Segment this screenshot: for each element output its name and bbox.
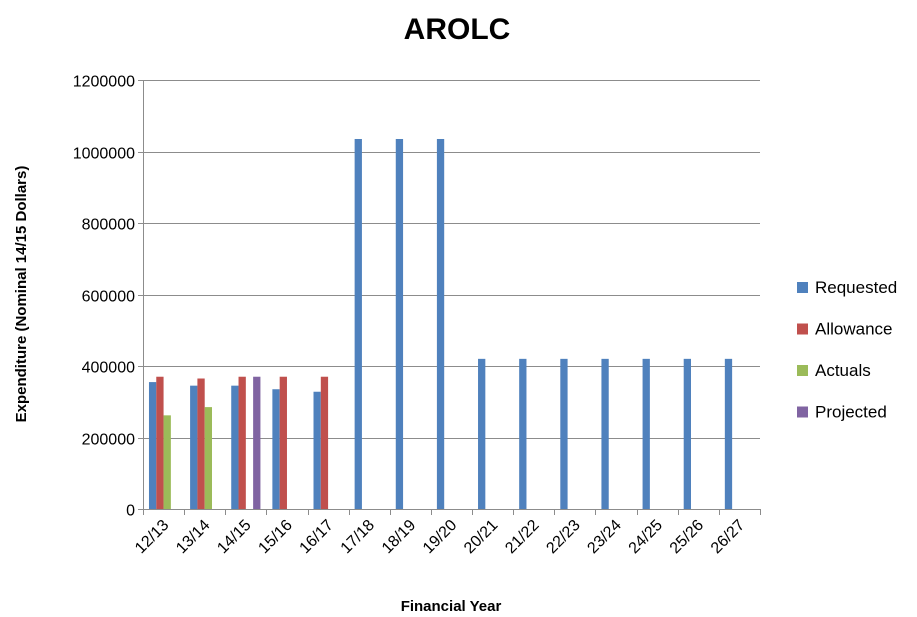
y-tick-label: 800000 (82, 217, 135, 234)
x-tick-label: 22/23 (543, 517, 583, 557)
bar-requested (642, 358, 650, 509)
bar-allowance (197, 378, 205, 509)
x-tick-label: 13/14 (173, 517, 213, 557)
x-tick-label: 12/13 (132, 517, 172, 557)
y-tick-label: 600000 (82, 289, 135, 306)
legend-swatch-projected (797, 406, 808, 418)
bar-requested (190, 385, 198, 509)
bar-requested (436, 138, 445, 510)
bar-requested (231, 385, 239, 509)
x-tick-label: 20/21 (461, 517, 501, 557)
bar-requested (354, 138, 362, 510)
bar-requested (601, 358, 609, 509)
chart-title: AROLC (404, 13, 511, 46)
bar-requested (724, 358, 733, 509)
bar-allowance (279, 376, 287, 509)
bar-requested (519, 358, 527, 509)
x-tick-label: 19/20 (420, 517, 460, 557)
bar-allowance (238, 376, 246, 509)
bar-requested (683, 358, 691, 509)
legend-label-requested: Requested (815, 278, 897, 297)
bar-allowance (156, 376, 164, 509)
y-tick-label: 200000 (82, 432, 135, 449)
y-axis-title: Expenditure (Nominal 14/15 Dollars) (13, 166, 30, 423)
bar-requested (560, 358, 568, 509)
y-tick-label: 0 (126, 503, 135, 520)
legend-label-actuals: Actuals (815, 361, 871, 380)
x-tick-label: 24/25 (626, 517, 666, 557)
y-tick-label: 400000 (82, 360, 135, 377)
x-tick-label: 17/18 (338, 517, 378, 557)
x-tick-label: 21/22 (502, 517, 542, 557)
x-tick-label: 25/26 (667, 517, 707, 557)
legend-label-allowance: Allowance (815, 320, 893, 339)
bar-allowance (320, 376, 329, 509)
legend-swatch-allowance (797, 323, 808, 335)
bar-requested (478, 358, 486, 509)
y-tick-label: 1200000 (73, 74, 135, 91)
x-tick-label: 26/27 (708, 517, 748, 557)
bar-requested (272, 389, 280, 509)
bar-projected (253, 376, 261, 509)
axes (138, 80, 761, 515)
x-tick-label: 14/15 (214, 517, 254, 557)
legend-swatch-actuals (797, 365, 808, 376)
gridlines (143, 80, 760, 439)
legend-swatch-requested (797, 282, 808, 293)
bar-actuals (204, 407, 212, 509)
x-tick-label: 23/24 (584, 517, 624, 557)
y-tick-labels: 0 200000 400000 600000 800000 1000000 1200000 (73, 74, 135, 520)
bar-requested (148, 382, 157, 509)
legend: Requested Allowance Actuals Projected (797, 278, 897, 422)
x-axis-title: Financial Year (401, 598, 502, 615)
x-tick-labels: 12/13 13/14 14/15 15/16 16/17 17/18 18/19 19/20… (132, 517, 748, 557)
x-tick-label: 18/19 (379, 517, 419, 557)
bar-requested (313, 391, 321, 509)
legend-label-projected: Projected (815, 403, 887, 422)
bar-requested (395, 138, 404, 510)
x-tick-label: 16/17 (297, 517, 337, 557)
x-tick-label: 15/16 (255, 517, 295, 557)
y-tick-label: 1000000 (73, 146, 135, 163)
bars (148, 138, 733, 510)
bar-actuals (163, 415, 171, 509)
